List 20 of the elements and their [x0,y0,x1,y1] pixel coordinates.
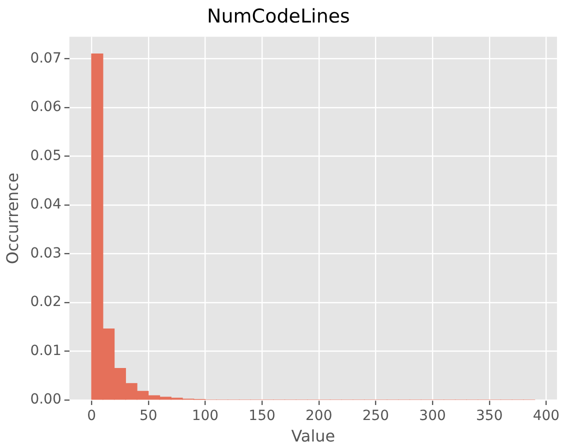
y-tick-label: 0.06 [30,99,62,116]
y-tick-label: 0.07 [30,50,62,66]
x-tick-label: 50 [139,408,158,424]
y-tick-label: 0.03 [30,245,62,262]
x-tick-label: 200 [306,408,332,424]
y-tick-label: 0.02 [30,294,62,310]
y-tick-label: 0.00 [30,392,62,408]
x-tick-label: 150 [248,408,276,424]
x-tick-label: 400 [532,408,560,424]
x-tick-label: 350 [476,408,503,424]
x-tick-label: 300 [419,408,446,424]
y-tick-label: 0.01 [30,342,62,359]
x-tick-label: 0 [87,408,96,424]
y-tick-label: 0.04 [30,196,62,213]
y-axis-title: Occurrence [2,172,22,264]
x-axis-title: Value [291,426,336,446]
y-tick-label: 0.05 [30,148,62,164]
chart-title: NumCodeLines [207,5,350,28]
x-tick-label: 250 [362,408,390,424]
x-tick-label: 100 [192,408,219,424]
